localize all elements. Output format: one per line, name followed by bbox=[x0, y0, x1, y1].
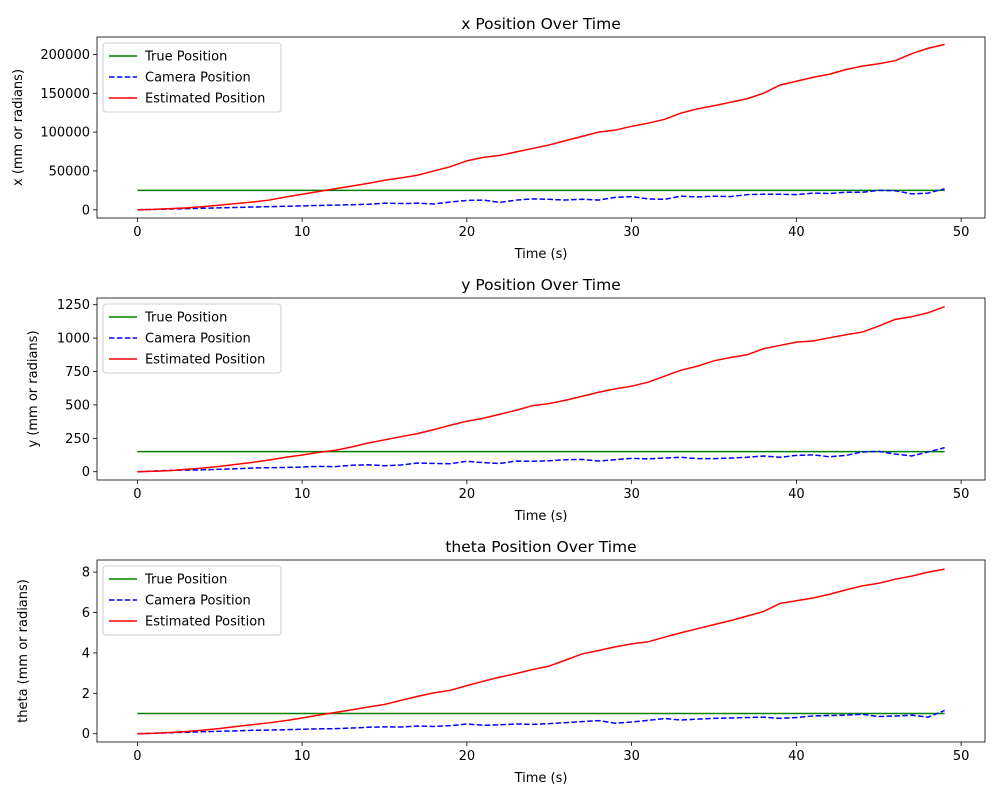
y-tick-label: 200000 bbox=[40, 48, 90, 63]
series-line-estimated bbox=[137, 305, 945, 473]
y-tick-label: 0 bbox=[82, 727, 90, 742]
legend-label-true: True Position bbox=[144, 573, 227, 588]
y-tick-label: 0 bbox=[82, 203, 90, 218]
x-tick-label: 50 bbox=[953, 487, 970, 502]
legend-label-true: True Position bbox=[144, 50, 227, 65]
legend: True Position Camera Position Estimated Po… bbox=[102, 565, 282, 636]
chart-title: theta Position Over Time bbox=[445, 538, 636, 556]
x-tick-label: 50 bbox=[953, 225, 970, 240]
series-line-estimated bbox=[137, 43, 945, 211]
x-tick-label: 50 bbox=[953, 749, 970, 764]
y-axis-label: theta (mm or radians) bbox=[16, 579, 31, 723]
x-tick-label: 0 bbox=[133, 225, 141, 240]
y-tick-label: 8 bbox=[82, 566, 90, 581]
x-tick-label: 20 bbox=[459, 225, 476, 240]
chart-title: y Position Over Time bbox=[461, 276, 621, 294]
chart-panel-2: 0 10 20 30 40 50 0 2 4 6 8 theta Position Over Time… bbox=[16, 538, 986, 786]
legend: True Position Camera Position Estimated Po… bbox=[102, 42, 282, 113]
series-line-estimated bbox=[137, 568, 945, 735]
legend-box bbox=[102, 565, 282, 636]
x-tick-label: 10 bbox=[294, 225, 311, 240]
plot-frame bbox=[96, 36, 986, 219]
legend-box bbox=[102, 303, 282, 374]
x-tick-label: 30 bbox=[623, 487, 640, 502]
legend: True Position Camera Position Estimated Po… bbox=[102, 303, 282, 374]
chart-title: x Position Over Time bbox=[461, 15, 621, 33]
legend-label-camera: Camera Position bbox=[145, 594, 251, 609]
y-tick-label: 100000 bbox=[40, 126, 90, 141]
x-axis-label: Time (s) bbox=[514, 771, 568, 786]
legend-label-true: True Position bbox=[144, 311, 227, 326]
x-tick-label: 40 bbox=[788, 749, 805, 764]
x-tick-label: 30 bbox=[623, 749, 640, 764]
x-tick-label: 0 bbox=[133, 487, 141, 502]
y-tick-label: 1250 bbox=[57, 298, 90, 313]
legend-box bbox=[102, 42, 282, 113]
legend-label-estimated: Estimated Position bbox=[145, 615, 265, 630]
x-tick-label: 40 bbox=[788, 487, 805, 502]
y-tick-label: 750 bbox=[65, 365, 90, 380]
series-line-camera bbox=[137, 188, 945, 211]
x-axis-label: Time (s) bbox=[514, 247, 568, 262]
legend-label-estimated: Estimated Position bbox=[145, 353, 265, 368]
legend-label-estimated: Estimated Position bbox=[145, 92, 265, 107]
plot-frame bbox=[96, 559, 986, 743]
x-tick-label: 20 bbox=[459, 749, 476, 764]
y-tick-label: 250 bbox=[65, 432, 90, 447]
series-line-camera bbox=[137, 709, 945, 735]
y-tick-label: 0 bbox=[82, 465, 90, 480]
y-tick-label: 6 bbox=[82, 606, 90, 621]
y-tick-label: 500 bbox=[65, 398, 90, 413]
series-line-camera bbox=[137, 446, 945, 473]
y-tick-label: 150000 bbox=[40, 87, 90, 102]
chart-panel-0: 0 10 20 30 40 50 0 50000 100000 150000 200000 x Pos… bbox=[11, 15, 986, 262]
y-axis-label: y (mm or radians) bbox=[26, 330, 41, 447]
x-tick-label: 10 bbox=[294, 487, 311, 502]
y-tick-label: 2 bbox=[82, 687, 90, 702]
y-tick-label: 4 bbox=[82, 646, 90, 661]
x-tick-label: 0 bbox=[133, 749, 141, 764]
y-axis-label: x (mm or radians) bbox=[11, 69, 26, 186]
legend-label-camera: Camera Position bbox=[145, 332, 251, 347]
x-axis-label: Time (s) bbox=[514, 509, 568, 524]
x-tick-label: 10 bbox=[294, 749, 311, 764]
y-tick-label: 1000 bbox=[57, 332, 90, 347]
legend-label-camera: Camera Position bbox=[145, 71, 251, 86]
x-tick-label: 40 bbox=[788, 225, 805, 240]
y-tick-label: 50000 bbox=[49, 164, 90, 179]
plot-frame bbox=[96, 297, 986, 481]
x-tick-label: 20 bbox=[459, 487, 476, 502]
x-tick-label: 30 bbox=[623, 225, 640, 240]
